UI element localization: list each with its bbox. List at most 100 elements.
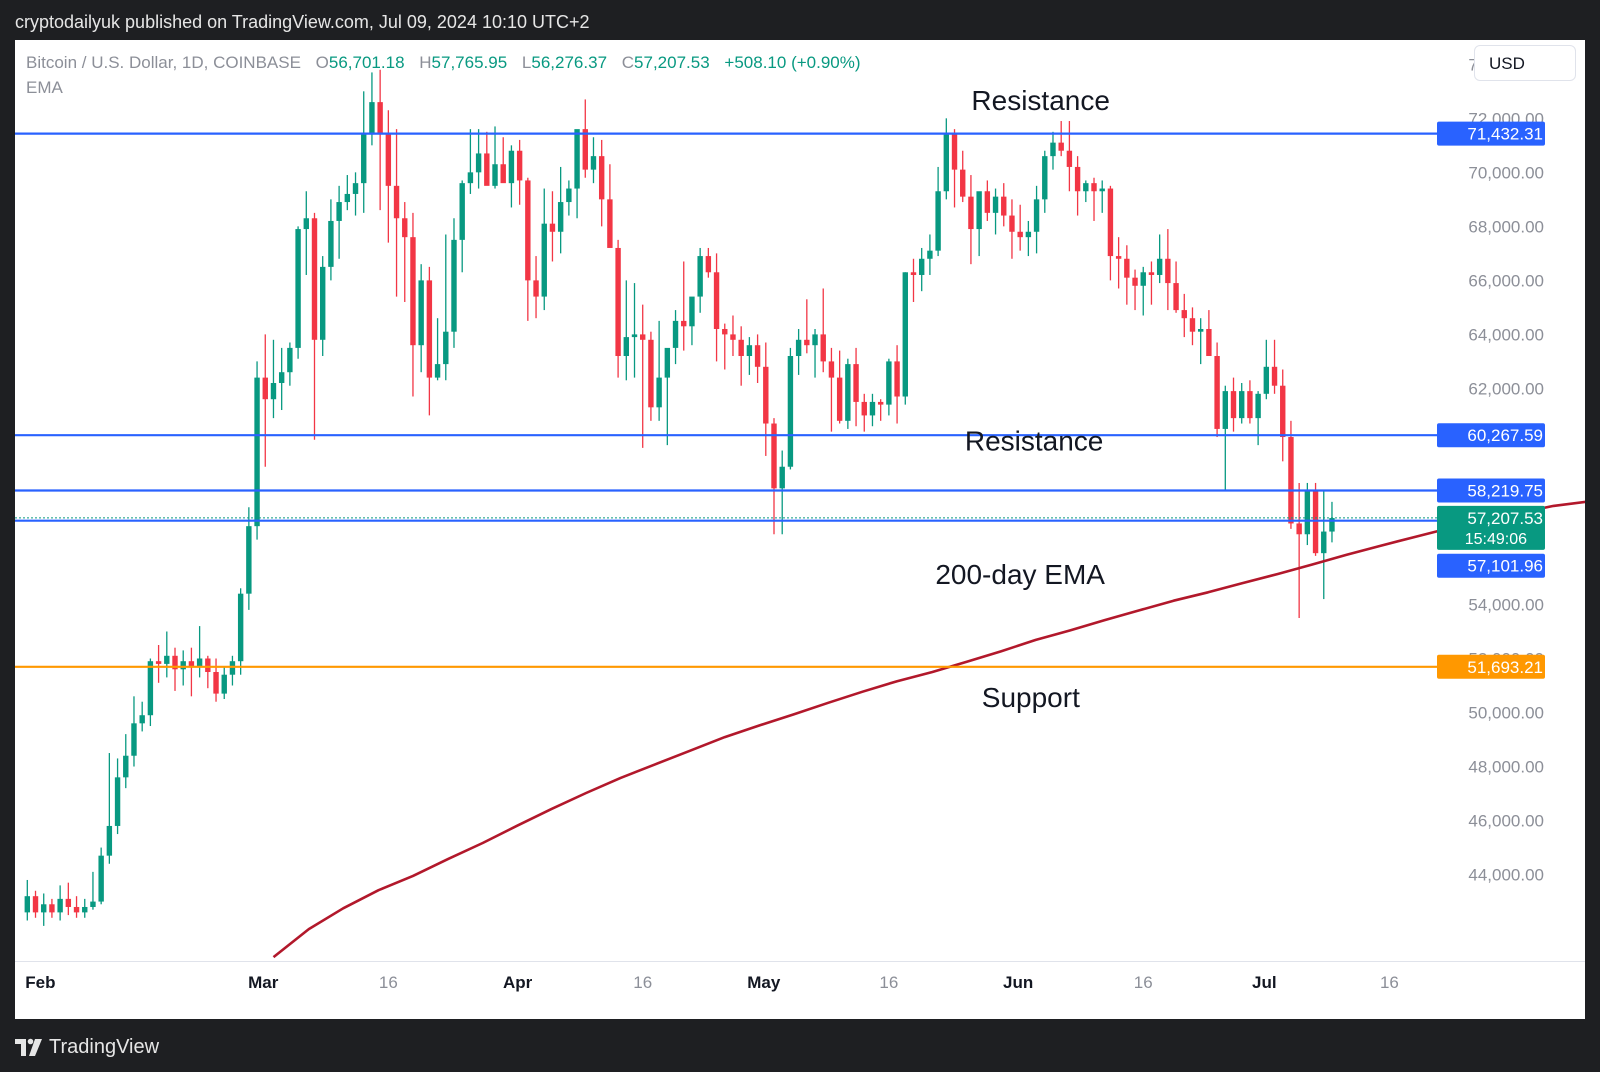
candle-body — [196, 658, 203, 667]
candle-body — [213, 672, 219, 694]
candle-body — [237, 593, 244, 662]
candle-body — [1042, 156, 1048, 200]
price-tick-label: 68,000.00 — [1468, 217, 1544, 236]
candle-body — [836, 377, 843, 421]
candle-body — [1083, 183, 1089, 192]
price-tag-4-text: 51,693.21 — [1467, 658, 1543, 677]
candle-body — [656, 377, 662, 408]
candle-body — [1189, 318, 1196, 332]
price-tick-label: 48,000.00 — [1468, 758, 1544, 777]
current-price-tag-bg — [1437, 505, 1545, 550]
candle-body — [1091, 183, 1097, 192]
candle-body — [582, 129, 588, 170]
candle-body — [1271, 366, 1278, 386]
low-label: L — [521, 53, 532, 72]
candle-body — [443, 331, 449, 365]
price-tag-4: 51,693.21 — [1437, 654, 1545, 679]
time-tick-label: 16 — [879, 973, 898, 992]
candle-body — [607, 199, 613, 248]
price-tag-0: 71,432.31 — [1437, 121, 1545, 146]
candle-body — [738, 339, 744, 357]
candle-body — [311, 218, 318, 340]
currency-button[interactable]: USD — [1474, 45, 1576, 81]
candle-body — [730, 334, 736, 340]
price-tag-1-text: 60,267.59 — [1467, 426, 1543, 445]
high-value: 57,765.95 — [431, 53, 508, 72]
candle-body — [426, 280, 433, 378]
candle-body — [1058, 142, 1064, 151]
price-tag-1-bg — [1437, 423, 1545, 448]
open-label: O — [315, 53, 329, 72]
publisher-bar: cryptodailyuk published on TradingView.c… — [0, 0, 1600, 40]
candle-body — [1050, 142, 1056, 157]
indicator-label[interactable]: EMA — [26, 78, 63, 97]
price-tag-4-bg — [1437, 654, 1545, 679]
candle-body — [434, 364, 441, 378]
candle-body — [615, 247, 621, 357]
candle-body — [467, 172, 474, 184]
candle-body — [41, 904, 47, 913]
candle-body — [1099, 188, 1105, 192]
price-tag-0-bg — [1437, 121, 1545, 146]
candle-body — [960, 169, 966, 197]
candle-body — [320, 266, 326, 340]
candle-body — [205, 658, 211, 673]
high-label: H — [419, 53, 432, 72]
candle-body — [229, 661, 236, 675]
price-chart[interactable]: Resistance Resistance 200-day EMA Support 44… — [15, 40, 1585, 1019]
candle-body — [795, 339, 802, 357]
price-tag-1: 60,267.59 — [1437, 423, 1545, 448]
price-tick-label: 66,000.00 — [1468, 271, 1544, 290]
time-tick-label: 16 — [1134, 973, 1153, 992]
candle-body — [492, 164, 498, 186]
close-label: C — [621, 53, 635, 72]
candle-body — [648, 339, 654, 408]
candle-body — [1280, 385, 1286, 438]
candle-body — [722, 328, 728, 335]
low-value: 56,276.37 — [531, 53, 608, 72]
candle-body — [779, 466, 785, 489]
candle-body — [155, 661, 162, 664]
price-tick-label: 62,000.00 — [1468, 379, 1544, 398]
candle-body — [910, 272, 917, 275]
candle-body — [106, 825, 113, 856]
candle-body — [336, 202, 342, 221]
candle-body — [246, 526, 252, 594]
candle-body — [1312, 491, 1319, 554]
candle-body — [1066, 150, 1073, 167]
candle-body — [451, 239, 457, 332]
ohlc-legend: Bitcoin / U.S. Dollar, 1D, COINBASE O56,… — [26, 53, 861, 73]
candle-body — [1124, 258, 1130, 278]
candle-body — [771, 423, 777, 489]
candle-body — [1001, 196, 1007, 216]
candle-body — [1181, 310, 1187, 319]
candle-body — [763, 366, 769, 424]
candle-body — [1329, 518, 1335, 532]
time-tick-label: Jun — [1003, 973, 1033, 992]
current-price-tag: 57,207.53 15:49:06 — [1437, 505, 1545, 550]
candle-body — [32, 896, 39, 913]
candle-body — [1156, 258, 1163, 275]
candle-body — [123, 755, 129, 778]
candle-body — [812, 334, 818, 346]
annotation-1: Resistance — [965, 426, 1104, 457]
time-tick-label: Apr — [503, 973, 533, 992]
candle-body — [525, 180, 531, 281]
candle-body — [188, 661, 195, 667]
annotation-2: 200-day EMA — [935, 559, 1105, 590]
candle-body — [1107, 188, 1114, 257]
candle-body — [459, 183, 465, 240]
candle-body — [984, 191, 991, 213]
candle-body — [1222, 391, 1229, 429]
candle-body — [352, 183, 359, 194]
chart-panel[interactable]: Resistance Resistance 200-day EMA Support 44… — [15, 40, 1585, 1019]
candle-body — [623, 337, 630, 357]
candle-body — [927, 250, 933, 259]
candle-body — [672, 320, 679, 348]
candle-body — [114, 777, 121, 826]
annotation-0: Resistance — [971, 85, 1110, 116]
candle-body — [172, 655, 178, 670]
candle-body — [1296, 523, 1302, 535]
candle-body — [377, 102, 383, 135]
time-tick-label: 16 — [633, 973, 652, 992]
